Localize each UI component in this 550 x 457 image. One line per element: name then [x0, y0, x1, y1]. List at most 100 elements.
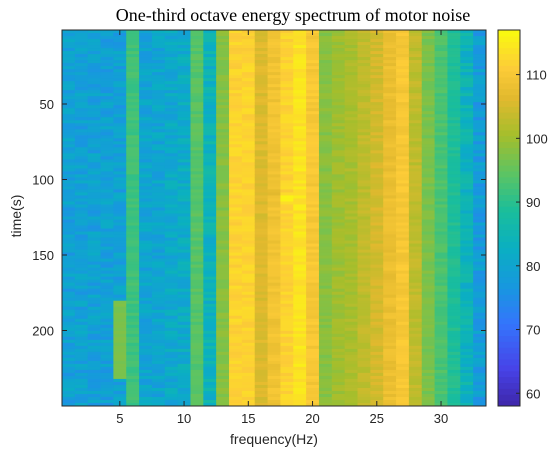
heatmap-cell — [203, 57, 217, 61]
heatmap-cell — [100, 201, 114, 205]
heatmap-cell — [344, 111, 358, 115]
heatmap-cell — [126, 330, 140, 335]
heatmap-cell — [74, 393, 89, 398]
heatmap-cell — [280, 177, 294, 181]
heatmap-cell — [331, 96, 346, 100]
heatmap-cell — [421, 87, 436, 91]
heatmap-cell — [216, 141, 230, 145]
heatmap-cell — [460, 48, 474, 52]
heatmap-cell — [254, 387, 268, 392]
heatmap-cell — [62, 387, 76, 392]
heatmap-cell — [357, 333, 371, 338]
heatmap-cell — [74, 291, 89, 296]
heatmap-cell — [267, 42, 281, 46]
heatmap-cell — [203, 399, 217, 404]
heatmap-cell — [151, 132, 166, 136]
heatmap-cell — [203, 150, 217, 154]
heatmap-cell — [357, 30, 371, 34]
heatmap-cell — [74, 399, 89, 404]
heatmap-cell — [280, 51, 294, 55]
heatmap-cell — [203, 132, 217, 136]
heatmap-cell — [100, 246, 114, 250]
heatmap-cell — [87, 201, 101, 205]
heatmap-cell — [113, 324, 127, 329]
heatmap-cell — [293, 96, 307, 100]
heatmap-cell — [460, 276, 474, 281]
heatmap-cell — [229, 216, 243, 220]
heatmap-cell — [460, 141, 474, 145]
heatmap-cell — [241, 240, 256, 244]
heatmap-cell — [190, 333, 204, 338]
heatmap-cell — [254, 72, 268, 76]
heatmap-cell — [408, 234, 423, 238]
colorbar-swatch — [498, 112, 520, 119]
heatmap-cell — [280, 204, 294, 208]
heatmap-cell — [241, 315, 256, 320]
heatmap-cell — [254, 222, 268, 226]
heatmap-cell — [331, 267, 346, 272]
heatmap-cell — [447, 378, 461, 383]
heatmap-cell — [267, 264, 281, 269]
heatmap-cell — [293, 222, 307, 226]
heatmap-cell — [113, 354, 127, 359]
heatmap-cell — [151, 189, 166, 193]
heatmap-cell — [280, 111, 294, 115]
heatmap-cell — [139, 378, 153, 383]
heatmap-cell — [177, 345, 191, 350]
heatmap-cell — [293, 42, 307, 46]
heatmap-cell — [126, 297, 140, 302]
heatmap-cell — [203, 33, 217, 37]
heatmap-cell — [460, 342, 474, 347]
heatmap-cell — [434, 321, 448, 326]
heatmap-cell — [87, 42, 101, 46]
colorbar-swatch — [498, 129, 520, 137]
heatmap-cell — [87, 63, 101, 67]
heatmap-cell — [344, 72, 358, 76]
heatmap-cell — [113, 333, 127, 338]
heatmap-cell — [293, 279, 307, 284]
heatmap-cell — [280, 378, 294, 383]
heatmap-cell — [473, 213, 487, 217]
heatmap-cell — [151, 318, 166, 323]
heatmap-cell — [190, 381, 204, 386]
heatmap-cell — [113, 153, 127, 157]
heatmap-cell — [203, 336, 217, 341]
heatmap-cell — [62, 219, 76, 223]
heatmap-cell — [216, 60, 230, 64]
heatmap-cell — [293, 225, 307, 229]
heatmap-cell — [203, 198, 217, 202]
heatmap-cell — [460, 222, 474, 226]
heatmap-cell — [357, 303, 371, 308]
heatmap-cell — [344, 219, 358, 223]
heatmap-cell — [100, 180, 114, 184]
heatmap-cell — [331, 348, 346, 353]
heatmap-cell — [139, 165, 153, 169]
heatmap-cell — [396, 99, 410, 103]
colorbar-tick-label: 60 — [526, 386, 540, 401]
heatmap-cell — [229, 258, 243, 263]
heatmap-cell — [139, 90, 153, 94]
heatmap-cell — [113, 159, 127, 163]
heatmap-cell — [473, 33, 487, 37]
heatmap-cell — [408, 198, 423, 202]
heatmap-cell — [357, 111, 371, 115]
heatmap-cell — [216, 246, 230, 250]
heatmap-cell — [306, 249, 320, 253]
heatmap-cell — [460, 366, 474, 371]
colorbar-swatch — [498, 218, 520, 225]
heatmap-cell — [293, 90, 307, 94]
heatmap-cell — [408, 39, 423, 43]
heatmap-cell — [151, 237, 166, 241]
heatmap-cell — [229, 138, 243, 142]
heatmap-cell — [229, 96, 243, 100]
heatmap-cell — [331, 126, 346, 130]
heatmap-cell — [177, 36, 191, 40]
heatmap-cell — [306, 165, 320, 169]
heatmap-cell — [190, 45, 204, 49]
heatmap-cell — [331, 63, 346, 67]
heatmap-cell — [113, 348, 127, 353]
heatmap-cell — [460, 180, 474, 184]
heatmap-cell — [62, 360, 76, 365]
heatmap-cell — [344, 54, 358, 58]
heatmap-cell — [254, 57, 268, 61]
